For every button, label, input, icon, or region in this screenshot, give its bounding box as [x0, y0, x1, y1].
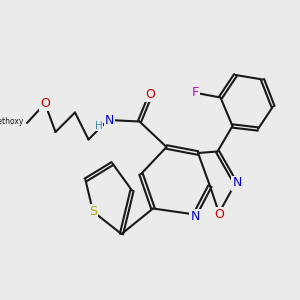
Text: N: N — [105, 113, 114, 127]
Text: N: N — [232, 176, 242, 190]
Text: H: H — [95, 121, 103, 131]
Text: methoxy: methoxy — [0, 117, 24, 126]
Text: O: O — [145, 88, 155, 101]
Text: N: N — [190, 209, 200, 223]
Text: S: S — [89, 205, 97, 218]
Text: O: O — [214, 208, 224, 221]
Text: O: O — [40, 97, 50, 110]
Text: F: F — [191, 86, 199, 100]
